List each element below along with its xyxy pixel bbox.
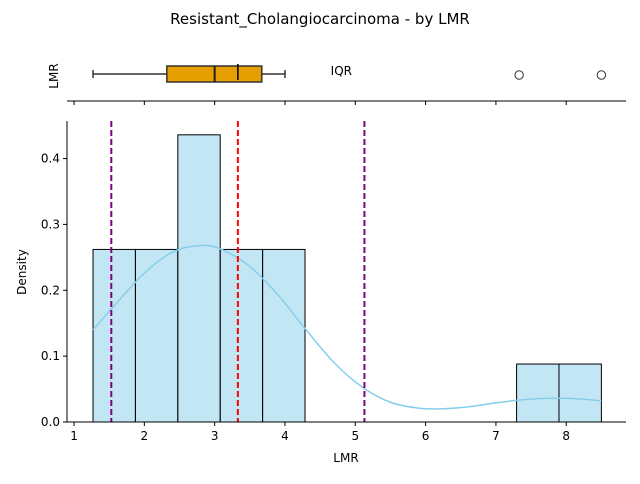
- y-tick-label: 0.0: [41, 415, 60, 429]
- kde-curve: [92, 244, 602, 410]
- histogram-bar-2: [177, 134, 221, 423]
- histogram-bars: [92, 134, 602, 423]
- x-tick-label: 7: [492, 429, 500, 443]
- x-axis-ticks: 1 2 3 4 5 6 7 8: [70, 422, 570, 443]
- histogram-panel: 1 2 3 4 5 6 7 8 0.0 0.1 0.2 0.3 0.4 LMR Density: [15, 121, 626, 465]
- histogram-bar-5: [516, 363, 560, 423]
- x-tick-label: 6: [422, 429, 430, 443]
- boxplot-ylabel: LMR: [47, 63, 61, 88]
- histogram-bar-3: [219, 248, 264, 423]
- reference-lines: [110, 121, 366, 422]
- x-tick-label: 4: [281, 429, 289, 443]
- boxplot-annotation: IQR: [331, 64, 352, 78]
- y-tick-label: 0.3: [41, 217, 60, 231]
- x-tick-label: 1: [70, 429, 78, 443]
- y-axis-ticks: 0.0 0.1 0.2 0.3 0.4: [41, 152, 67, 429]
- boxplot-outlier: [596, 70, 607, 80]
- y-axis-label: Density: [15, 249, 29, 295]
- chart-title: Resistant_Cholangiocarcinoma - by LMR: [170, 10, 470, 29]
- histogram-bar-4: [262, 248, 306, 423]
- boxplot-panel: LMR IQR: [47, 63, 626, 105]
- histogram-bar-6: [558, 363, 602, 423]
- histogram-bar-1: [134, 248, 179, 423]
- y-tick-label: 0.2: [41, 283, 60, 297]
- x-tick-label: 8: [562, 429, 570, 443]
- y-tick-label: 0.4: [41, 152, 60, 166]
- y-tick-label: 0.1: [41, 349, 60, 363]
- x-axis-label: LMR: [333, 451, 358, 465]
- x-tick-label: 3: [211, 429, 219, 443]
- boxplot-outlier: [514, 70, 524, 80]
- x-tick-label: 2: [141, 429, 149, 443]
- x-tick-label: 5: [351, 429, 359, 443]
- histogram-bar-0: [92, 248, 136, 423]
